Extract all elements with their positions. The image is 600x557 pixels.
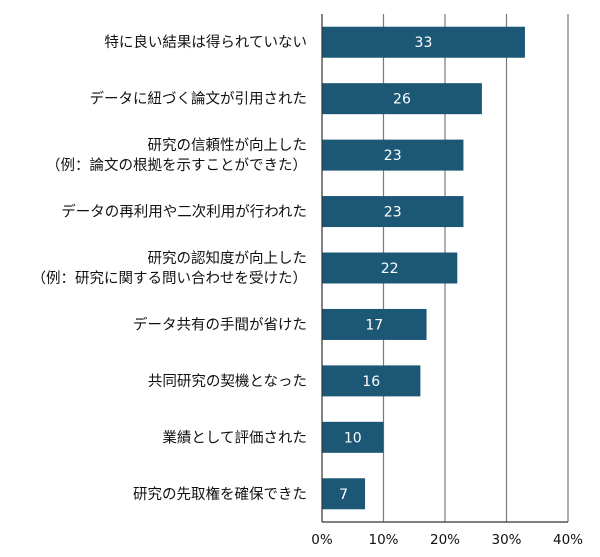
bar-9 (322, 478, 366, 510)
x-tick-label-0: 0% (311, 532, 333, 548)
bar-2 (322, 83, 482, 115)
bar-value-label-6: 17 (365, 317, 383, 333)
x-tick-label-40: 40% (553, 532, 583, 548)
category-label-6: データ共有の手間が省けた (133, 315, 307, 333)
bar-4 (322, 196, 464, 228)
category-label-7: 共同研究の契機となった (148, 373, 307, 390)
bar-value-label-2: 26 (393, 92, 411, 108)
x-tick-label-20: 20% (430, 532, 460, 548)
bar-1 (322, 26, 525, 58)
category-label-5-line-2: （例：研究に関する問い合わせを受けた） (32, 270, 308, 287)
category-label-1: 特に良い結果は得られていない (104, 34, 307, 51)
category-label-8: 業績として評価された (162, 429, 307, 446)
category-label-3-line-2: （例：論文の根拠を示すことができた） (46, 157, 307, 174)
x-tick-label-30: 30% (491, 532, 521, 548)
bar-6 (322, 308, 427, 340)
bar-7 (322, 365, 421, 397)
bar-value-label-5: 22 (381, 261, 399, 277)
bar-3 (322, 139, 464, 171)
category-label-4: データの再利用や二次利用が行われた (61, 203, 307, 221)
bar-value-label-1: 33 (415, 35, 433, 51)
bar-value-label-8: 10 (344, 430, 362, 446)
bar-value-label-3: 23 (384, 148, 402, 164)
category-label-9: 研究の先取権を確保できた (133, 486, 307, 503)
bar-8 (322, 421, 384, 453)
bar-value-label-4: 23 (384, 205, 402, 221)
bar-5 (322, 252, 458, 284)
bar-value-label-9: 7 (339, 487, 348, 503)
x-tick-label-10: 10% (368, 532, 398, 548)
category-label-5-line-1: 研究の認知度が向上した (148, 250, 308, 267)
bar-value-label-7: 16 (362, 374, 380, 390)
category-label-2: データに紐づく論文が引用された (90, 90, 308, 108)
category-label-3-line-1: 研究の信頼性が向上した (148, 137, 308, 154)
